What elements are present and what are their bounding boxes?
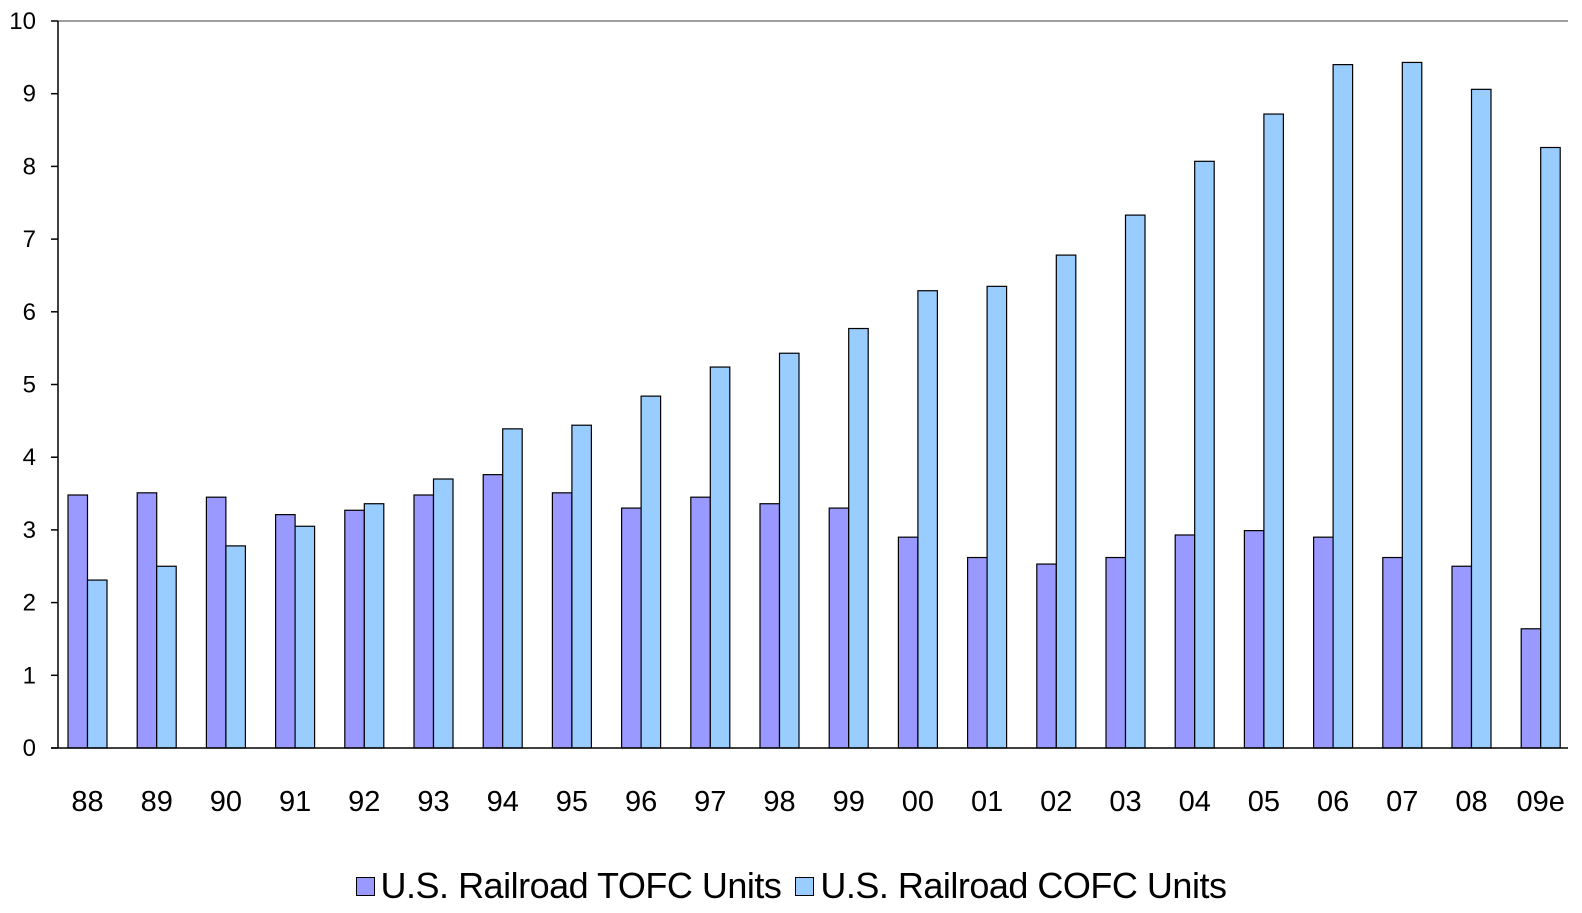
bar-tofc — [759, 503, 781, 749]
bar-tofc — [966, 556, 988, 749]
legend-swatch-cofc — [795, 876, 815, 896]
y-tick-label: 7 — [23, 226, 36, 253]
bar-tofc — [897, 536, 919, 749]
legend-item-cofc: U.S. Railroad COFC Units — [795, 865, 1227, 907]
legend-item-tofc: U.S. Railroad TOFC Units — [355, 865, 782, 907]
x-tick-label: 88 — [71, 786, 103, 818]
bar-tofc — [413, 494, 435, 749]
y-tick-label: 9 — [23, 81, 36, 108]
legend: U.S. Railroad TOFC Units U.S. Railroad C… — [0, 862, 1582, 910]
x-tick-label: 89 — [141, 786, 173, 818]
bar-cofc — [1263, 113, 1285, 749]
bar-cofc — [1470, 88, 1492, 749]
bar-cofc — [502, 428, 523, 749]
bar-tofc — [1174, 534, 1196, 749]
bar-cofc — [363, 503, 385, 749]
x-tick-label: 00 — [902, 786, 934, 818]
bar-tofc — [1451, 565, 1473, 749]
bar-tofc — [1036, 563, 1057, 749]
y-tick-label: 8 — [23, 153, 36, 180]
y-tick-label: 1 — [23, 662, 36, 689]
bar-tofc — [275, 514, 296, 749]
bar-tofc — [1243, 530, 1265, 749]
bar-cofc — [778, 352, 800, 749]
bar-tofc — [67, 494, 89, 749]
x-tick-label: 08 — [1455, 786, 1487, 818]
x-tick-label: 02 — [1040, 786, 1072, 818]
x-tick-label: 97 — [694, 786, 726, 818]
bar-cofc — [917, 290, 939, 749]
bar-tofc — [690, 496, 711, 749]
y-tick-label: 4 — [23, 444, 36, 471]
x-tick-label: 03 — [1109, 786, 1141, 818]
x-tick-label: 92 — [348, 786, 380, 818]
bar-tofc — [828, 507, 850, 749]
bar-cofc — [1401, 61, 1423, 749]
bar-tofc — [620, 507, 642, 749]
bar-cofc — [1540, 146, 1561, 749]
bar-tofc — [1520, 628, 1542, 749]
y-tick-label: 6 — [23, 299, 36, 326]
bar-cofc — [1194, 160, 1215, 749]
bar-cofc — [848, 327, 869, 749]
x-tick-label: 09e — [1517, 786, 1565, 818]
x-tick-label: 96 — [625, 786, 657, 818]
x-tick-label: 07 — [1386, 786, 1418, 818]
bar-cofc — [571, 424, 593, 749]
x-tick-label: 94 — [487, 786, 519, 818]
y-tick-label: 3 — [23, 517, 36, 544]
bar-cofc — [225, 545, 246, 749]
bar-tofc — [205, 496, 227, 749]
x-tick-label: 99 — [833, 786, 865, 818]
bar-cofc — [986, 285, 1008, 749]
x-tick-label: 04 — [1179, 786, 1211, 818]
legend-label-tofc: U.S. Railroad TOFC Units — [380, 865, 782, 906]
bar-tofc — [1105, 556, 1127, 749]
y-tick-label: 0 — [23, 735, 36, 762]
x-tick-label: 05 — [1248, 786, 1280, 818]
bar-cofc — [1124, 214, 1146, 749]
bar-tofc — [551, 492, 573, 749]
bar-cofc — [640, 395, 662, 749]
bar-tofc — [1382, 556, 1403, 749]
legend-swatch-tofc — [355, 876, 375, 896]
x-tick-label: 95 — [556, 786, 588, 818]
x-tick-label: 91 — [279, 786, 311, 818]
bar-tofc — [1312, 536, 1334, 749]
x-tick-label: 06 — [1317, 786, 1349, 818]
bar-cofc — [1332, 64, 1354, 749]
bar-cofc — [294, 525, 316, 749]
x-tick-label: 90 — [210, 786, 242, 818]
bar-cofc — [86, 579, 108, 749]
bar-tofc — [344, 509, 365, 749]
x-tick-label: 98 — [763, 786, 795, 818]
x-tick-label: 01 — [971, 786, 1003, 818]
legend-label-cofc: U.S. Railroad COFC Units — [820, 865, 1227, 906]
bar-tofc — [136, 492, 158, 749]
y-tick-label: 10 — [9, 8, 36, 35]
bar-cofc — [156, 565, 177, 749]
bar-cofc — [432, 478, 454, 749]
bar-cofc — [709, 366, 731, 749]
bar-tofc — [482, 474, 504, 749]
y-tick-label: 5 — [23, 372, 36, 399]
bar-cofc — [1055, 254, 1077, 749]
x-tick-label: 93 — [417, 786, 449, 818]
y-tick-label: 2 — [23, 590, 36, 617]
